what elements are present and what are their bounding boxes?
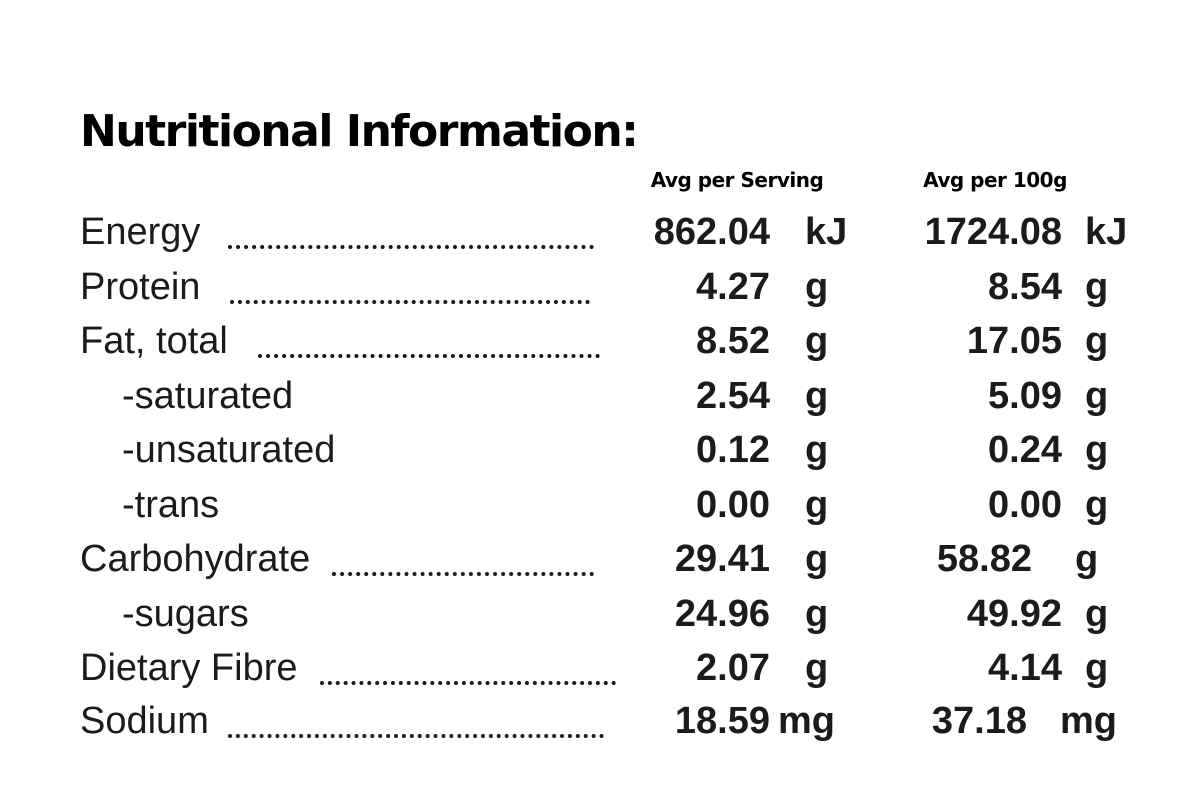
per-100g-value: 4.14	[988, 647, 1062, 689]
per-100g-value: 37.18	[931, 700, 1027, 742]
per-100g-unit: g	[1085, 375, 1109, 417]
per-100g-unit: g	[1085, 266, 1109, 308]
table-row-saturated: -saturated 2.54 g 5.09 g	[0, 369, 1200, 423]
dot-leader	[320, 647, 616, 685]
per-serving-value: 4.27	[696, 266, 770, 308]
table-row-sugars: -sugars 24.96 g 49.92 g	[0, 587, 1200, 641]
per-100g-value: 58.82	[936, 538, 1032, 580]
per-serving-value: 0.00	[696, 484, 770, 526]
per-100g-unit: mg	[1060, 700, 1117, 742]
table-row-unsaturated: -unsaturated 0.12 g 0.24 g	[0, 423, 1200, 477]
table-row-fat-total: Fat, total 8.52 g 17.05 g	[0, 314, 1200, 368]
per-100g-unit: g	[1085, 647, 1109, 689]
per-serving-value: 2.54	[696, 375, 770, 417]
dot-leader	[228, 700, 604, 738]
per-serving-value: 29.41	[674, 538, 770, 580]
per-serving-unit: g	[805, 320, 829, 362]
row-label: -sugars	[122, 593, 249, 635]
table-row-trans: -trans 0.00 g 0.00 g	[0, 478, 1200, 532]
table-row-energy: Energy 862.04 kJ 1724.08 kJ	[0, 205, 1200, 259]
per-100g-value: 17.05	[966, 320, 1062, 362]
per-serving-value: 0.12	[696, 429, 770, 471]
per-100g-value: 8.54	[988, 266, 1062, 308]
per-serving-unit: g	[805, 375, 829, 417]
dot-leader	[228, 211, 594, 249]
per-100g-value: 0.00	[988, 484, 1062, 526]
table-row-protein: Protein 4.27 g 8.54 g	[0, 260, 1200, 314]
row-label: Dietary Fibre	[80, 647, 298, 689]
row-label: -saturated	[122, 375, 294, 417]
per-100g-unit: g	[1085, 320, 1109, 362]
per-100g-value: 5.09	[988, 375, 1062, 417]
per-100g-value: 49.92	[966, 593, 1062, 635]
table-row-carbohydrate: Carbohydrate 29.41 g 58.82 g	[0, 532, 1200, 586]
row-label: Energy	[80, 211, 201, 253]
dot-leader	[230, 266, 590, 304]
per-serving-unit: mg	[778, 700, 835, 742]
page-title: Nutritional Information:	[80, 106, 639, 157]
per-serving-value: 8.52	[696, 320, 770, 362]
per-serving-unit: g	[805, 593, 829, 635]
column-header-per-100g: Avg per 100g	[923, 168, 1067, 192]
per-serving-value: 2.07	[696, 647, 770, 689]
row-label: Protein	[80, 266, 201, 308]
per-serving-unit: kJ	[805, 211, 848, 253]
per-serving-value: 24.96	[674, 593, 770, 635]
row-label: -unsaturated	[122, 429, 336, 471]
row-label: Fat, total	[80, 320, 228, 362]
per-100g-unit: g	[1085, 593, 1109, 635]
per-100g-value: 0.24	[988, 429, 1062, 471]
row-label: -trans	[122, 484, 220, 526]
per-serving-unit: g	[805, 484, 829, 526]
per-serving-unit: g	[805, 429, 829, 471]
per-serving-value: 862.04	[653, 211, 770, 253]
per-serving-unit: g	[805, 647, 829, 689]
per-serving-unit: g	[805, 538, 829, 580]
table-row-sodium: Sodium 18.59 mg 37.18 mg	[0, 694, 1200, 748]
row-label: Carbohydrate	[80, 538, 311, 580]
per-100g-value: 1724.08	[924, 211, 1062, 253]
per-serving-value: 18.59	[674, 700, 770, 742]
dot-leader	[332, 538, 594, 576]
per-100g-unit: g	[1075, 538, 1099, 580]
table-row-dietary-fibre: Dietary Fibre 2.07 g 4.14 g	[0, 641, 1200, 695]
per-100g-unit: g	[1085, 484, 1109, 526]
dot-leader	[258, 320, 600, 358]
per-100g-unit: kJ	[1085, 211, 1128, 253]
per-100g-unit: g	[1085, 429, 1109, 471]
row-label: Sodium	[80, 700, 209, 742]
column-header-per-serving: Avg per Serving	[650, 168, 824, 192]
per-serving-unit: g	[805, 266, 829, 308]
